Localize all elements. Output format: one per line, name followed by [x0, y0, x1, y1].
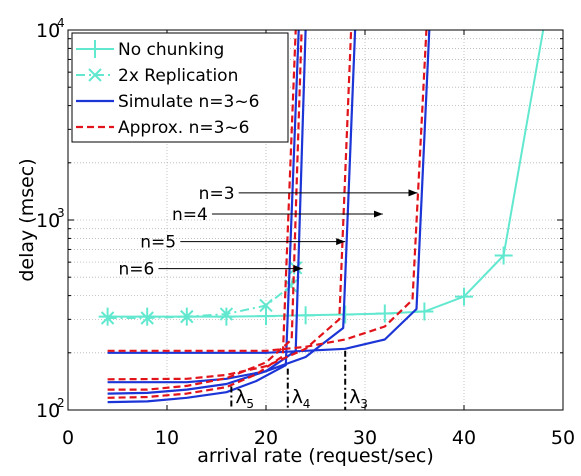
x-marker-b	[100, 311, 115, 325]
legend-label-simulate: Simulate n=3~6	[118, 92, 259, 112]
series-no-chunking-point	[415, 302, 434, 321]
legend-label-approx: Approx. n=3~6	[118, 118, 249, 138]
series-no-chunking-point	[296, 306, 315, 325]
series-no-chunking-point	[455, 287, 473, 306]
legend-swatches	[76, 40, 114, 129]
legend-label-no-chunking: No chunking	[118, 40, 224, 60]
lambda-label-subscript: 5	[246, 397, 254, 411]
series-simulate-n6	[107, 29, 300, 404]
x-axis-label: arrival rate (request/sec)	[197, 445, 434, 467]
annotation-label: n=5	[140, 233, 176, 253]
series-replication-point	[140, 311, 154, 325]
x-tick-label: 30	[353, 427, 377, 449]
y-tick-label: 10	[36, 20, 60, 42]
x-marker-b	[140, 311, 154, 325]
series-approx-n6	[107, 29, 297, 399]
x-marker-b	[88, 68, 102, 82]
y-tick-label-exponent: 2	[57, 396, 65, 410]
x-tick-label: 10	[155, 427, 179, 449]
legend-box	[71, 32, 289, 143]
series-approx-n5	[107, 29, 303, 391]
series-approx-n4	[107, 29, 353, 381]
y-tick-label: 10	[36, 210, 60, 232]
annotation-label: n=3	[199, 184, 235, 204]
series-simulate-n5	[107, 29, 307, 395]
y-tick-label: 10	[36, 400, 60, 422]
lambda-label-subscript: 4	[303, 397, 311, 411]
x-marker-b	[259, 298, 273, 313]
x-tick-label: 20	[254, 427, 278, 449]
series-no-chunking-point	[375, 304, 394, 323]
lambda-label: λ	[349, 386, 360, 408]
y-tick-label-exponent: 4	[57, 16, 65, 30]
series-no-chunking-point	[257, 307, 275, 326]
lambda-label: λ	[235, 386, 246, 408]
legend-marker-replication	[88, 68, 102, 82]
x-tick-label: 40	[452, 427, 476, 449]
x-tick-label: 0	[62, 427, 74, 449]
legend: No chunking 2x Replication Simulate n=3~…	[71, 32, 289, 143]
series-no-chunking-point	[494, 246, 513, 265]
annotation-label: n=4	[172, 205, 208, 225]
x-marker-b	[219, 307, 234, 321]
series-layer	[98, 29, 545, 404]
x-marker-b	[284, 279, 298, 293]
annotation-layer: n=3n=4n=5n=6λ 5 λ 4 λ 3	[118, 184, 418, 411]
lambda-label-subscript: 3	[360, 397, 368, 411]
series-no-chunking-point	[217, 307, 236, 326]
series-simulate-n3	[107, 29, 431, 354]
series-replication-point	[180, 309, 194, 324]
series-no-chunking-point	[336, 305, 355, 324]
series-replication-point	[100, 311, 115, 325]
lambda-label: λ	[292, 386, 303, 408]
x-marker-b	[180, 309, 194, 324]
x-tick-label: 50	[551, 427, 575, 449]
series-replication-point	[219, 307, 234, 321]
annotation-label: n=6	[118, 260, 154, 280]
y-axis-label: delay (msec)	[16, 158, 38, 281]
legend-marker-no-chunking	[86, 40, 104, 58]
series-replication-point	[259, 298, 273, 313]
series-approx-n3	[107, 29, 428, 352]
legend-label-replication: 2x Replication	[118, 66, 238, 86]
y-tick-label-exponent: 3	[57, 206, 65, 220]
